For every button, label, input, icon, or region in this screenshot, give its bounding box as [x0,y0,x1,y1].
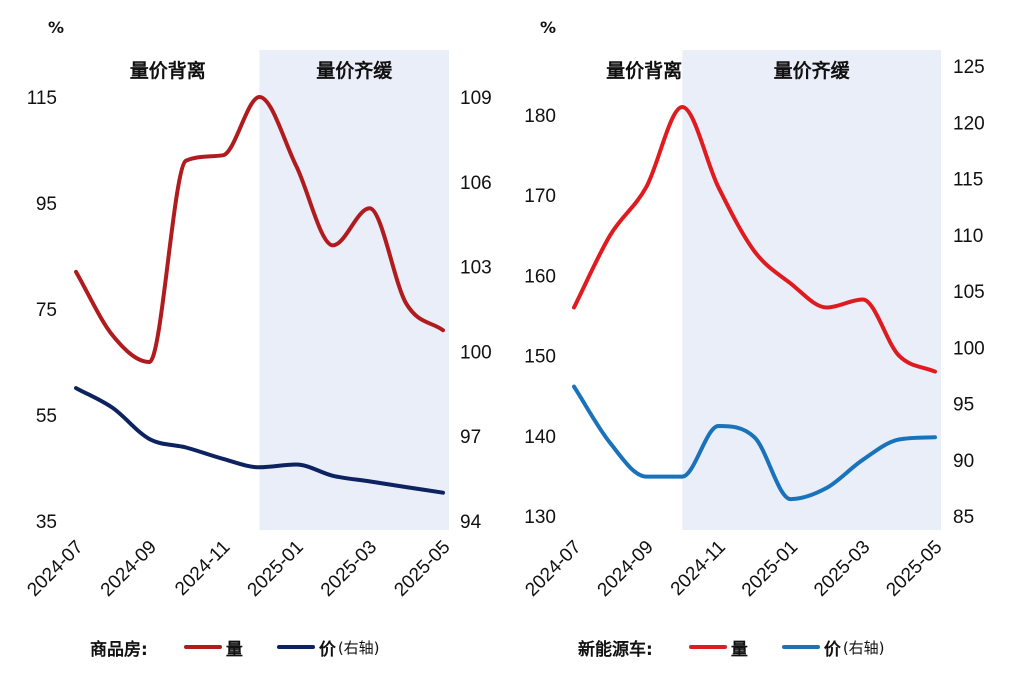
y-right-tick-label: 115 [953,170,983,191]
y-left-tick-label: 35 [36,512,57,533]
y-left-tick-label: 170 [524,186,556,207]
legend-swatch-price [276,645,315,649]
x-tick-label: 2024-11 [667,537,730,600]
phase-label-divergence: 量价背离 [606,59,682,82]
x-tick-label: 2025-01 [244,537,308,601]
x-tick-label: 2025-03 [810,537,874,601]
legend-title: 商品房: [90,639,148,660]
y-right-tick-label: 100 [953,338,985,359]
x-tick-label: 2024-07 [23,537,87,601]
legend-item-volume: 量 [688,635,748,660]
y-right-tick-label: 106 [460,173,492,194]
legend-item-price: 价 (右轴) [781,635,885,660]
legend-commercial-housing: 商品房: 量 价 (右轴) [90,632,414,662]
y-left-tick-label: 95 [36,194,57,215]
y-right-tick-label: 109 [460,88,492,109]
y-left-tick-label: 130 [524,507,556,528]
y-right-tick-label: 105 [953,282,985,303]
series-line-volume [74,95,445,364]
y-right-tick-label: 100 [460,342,492,363]
x-tick-label: 2024-09 [97,537,161,601]
legend-label-price: 价 [318,639,336,660]
y-right-tick-label: 85 [953,507,974,528]
legend-swatch-volume [183,645,222,649]
series-line-price [74,386,445,495]
y-right-tick-label: 103 [460,258,492,279]
x-tick-label: 2025-03 [317,537,381,601]
y-left-tick-label: 115 [27,88,57,109]
x-tick-label: 2024-07 [521,537,585,601]
y-right-tick-label: 125 [953,57,985,78]
x-tick-label: 2024-11 [171,537,234,600]
shaded-region [259,50,449,530]
legend-item-price: 价 (右轴) [276,635,380,660]
y-right-tick-label: 97 [460,427,481,448]
shaded-region [682,50,941,530]
legend-swatch-price [781,645,820,649]
series-line-price [572,384,937,502]
legend-label-volume: 量 [730,639,748,660]
y-right-tick-label: 110 [953,226,983,247]
legend-label-price: 价 [823,639,841,660]
y-left-tick-label: 140 [524,427,556,448]
y-left-tick-label: 160 [524,266,556,287]
y-right-tick-label: 120 [953,113,985,134]
legend-right-axis-note: (右轴) [842,638,885,657]
chart-new-energy-vehicles: % 量价背离 量价齐缓 180 170 160 150 140 130 125 120 115… [521,18,984,601]
legend-right-axis-note: (右轴) [337,638,380,657]
chart-commercial-housing: % 量价背离 量价齐缓 115 95 75 55 35 109 106 103 100 97 94… [23,18,491,601]
x-tick-label: 2025-01 [738,537,802,601]
legend-item-volume: 量 [183,635,243,660]
y-unit-label: % [48,18,64,37]
legend-swatch-volume [688,645,727,649]
legend-new-energy-vehicles: 新能源车: 量 价 (右轴) [578,632,919,662]
y-left-tick-label: 55 [36,406,57,427]
y-left-tick-label: 75 [36,300,57,321]
x-tick-label: 2024-09 [594,537,658,601]
phase-label-slowdown: 量价齐缓 [316,59,393,82]
legend-label-volume: 量 [225,639,243,660]
phase-label-divergence: 量价背离 [130,59,206,82]
x-tick-label: 2025-05 [390,537,454,601]
y-right-tick-label: 90 [953,451,974,472]
y-right-tick-label: 95 [953,395,974,416]
x-tick-label: 2025-05 [882,537,946,601]
phase-label-slowdown: 量价齐缓 [774,59,851,82]
y-right-tick-label: 94 [460,512,482,533]
legend-title: 新能源车: [578,639,653,660]
y-unit-label: % [540,18,556,37]
series-line-volume [572,105,937,374]
y-left-tick-label: 180 [524,106,556,127]
y-left-tick-label: 150 [524,347,556,368]
